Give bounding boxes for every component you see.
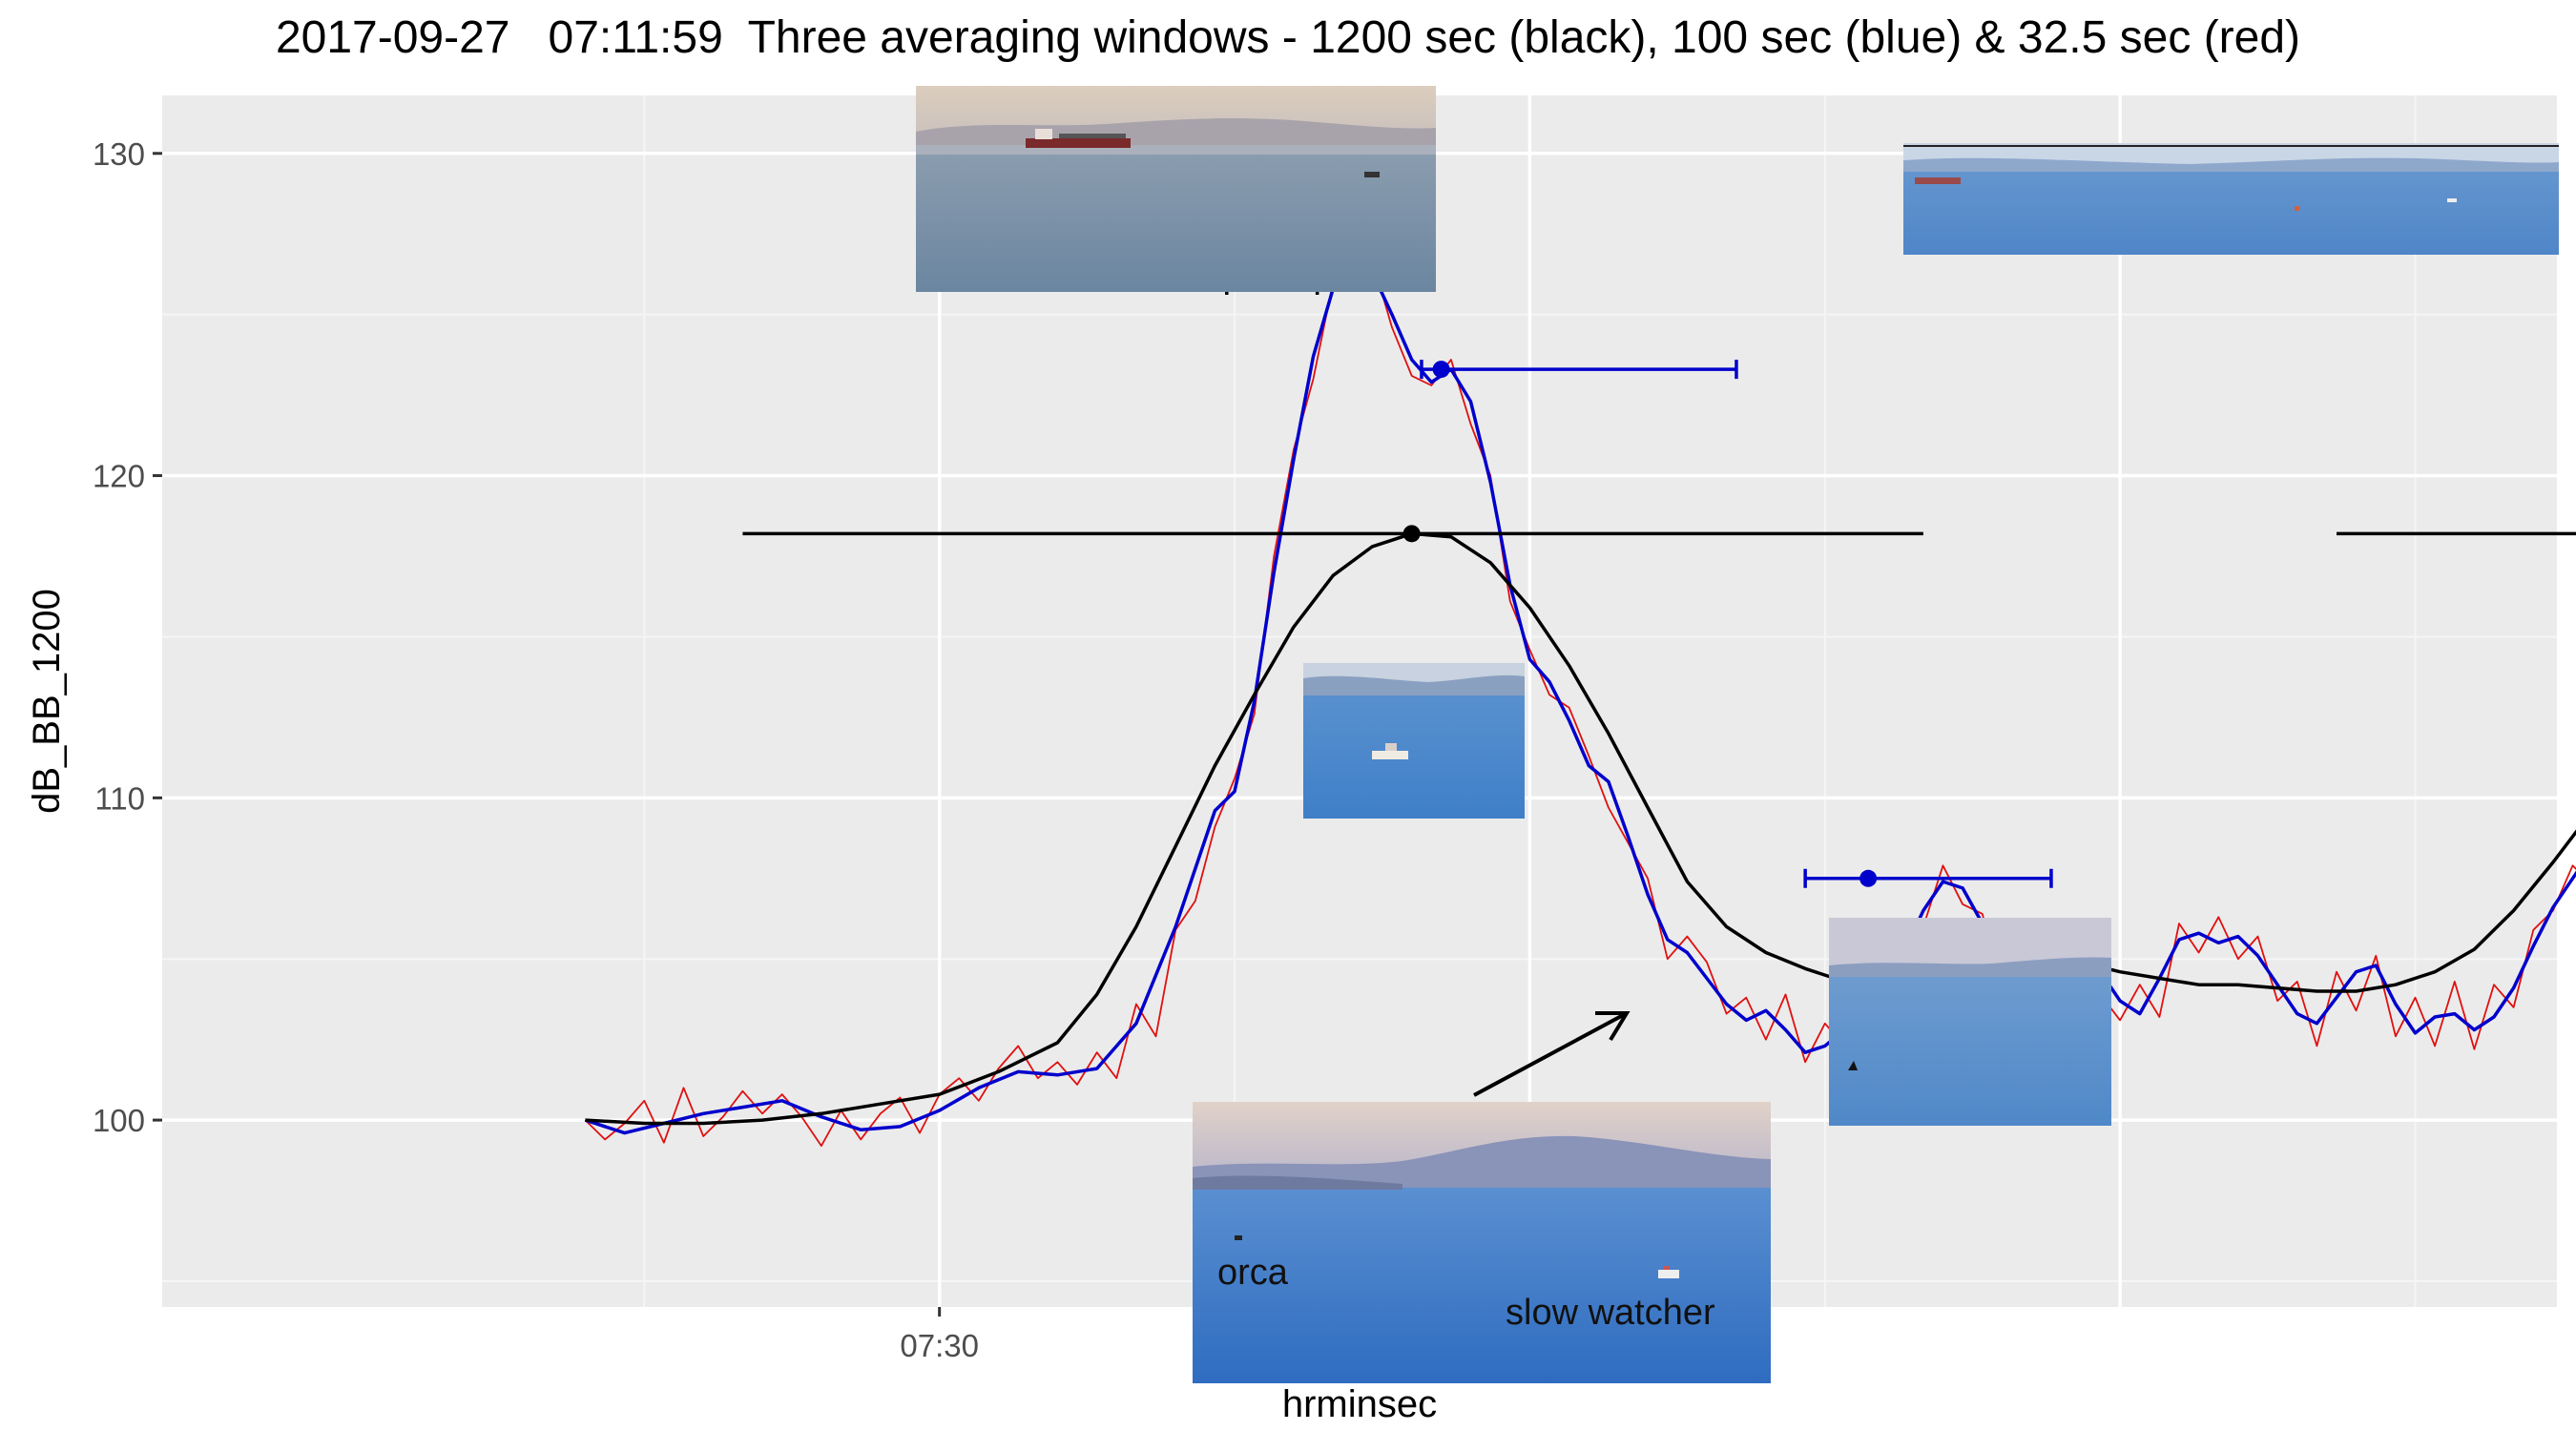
label-orca: orca <box>1217 1253 1288 1293</box>
photo-small-boat <box>1303 663 1525 819</box>
marker-blue <box>1420 360 1738 380</box>
marker-black <box>742 525 1923 543</box>
marker-point <box>1402 525 1421 543</box>
y-tick-label: 120 <box>93 459 145 494</box>
marker-black <box>2337 531 2576 536</box>
grid-minor <box>162 95 2557 1307</box>
photo-orca <box>1829 918 2111 1126</box>
photo-orca-watcher: orca slow watcher <box>1193 1102 1771 1383</box>
photo-ship-wide <box>1903 143 2559 255</box>
x-axis-title: hrminsec <box>1282 1383 1437 1425</box>
y-tick-label: 130 <box>93 136 145 172</box>
annotation-arrow-shaft <box>1473 1011 1628 1097</box>
annotation-arrow-head <box>1595 1011 1631 1042</box>
label-slow-watcher: slow watcher <box>1506 1293 1715 1333</box>
x-tick-label: 07:30 <box>900 1328 979 1363</box>
y-tick-label: 100 <box>93 1103 145 1138</box>
marker-blue <box>1803 868 2053 888</box>
marker-point <box>1432 361 1450 379</box>
chart-title: 2017-09-27 07:11:59 Three averaging wind… <box>275 12 2301 63</box>
photo-freighter <box>916 86 1436 292</box>
marker-point <box>1859 869 1878 887</box>
y-axis-title: dB_BB_1200 <box>26 589 68 814</box>
y-tick-label: 110 <box>94 780 145 816</box>
